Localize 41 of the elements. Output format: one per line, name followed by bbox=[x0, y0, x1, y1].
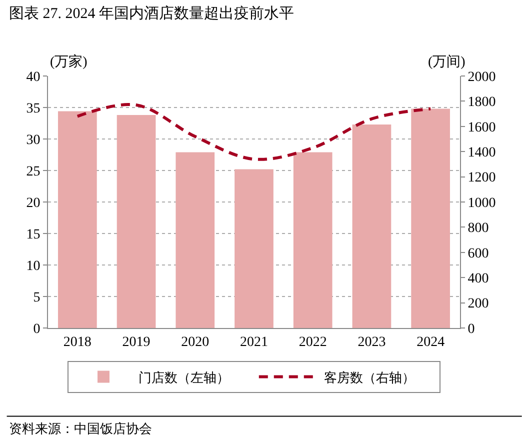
y-tick-label: 25 bbox=[26, 164, 40, 180]
y2-tick-label: 200 bbox=[468, 296, 489, 312]
y2-tick-label: 400 bbox=[468, 272, 489, 286]
bar bbox=[116, 115, 156, 328]
line-series bbox=[76, 103, 432, 161]
text: 资料来源：中国饭店协会 bbox=[9, 421, 152, 436]
y-tick-label: 0 bbox=[33, 322, 40, 337]
y2-tick-label: 0 bbox=[468, 322, 475, 337]
x-tick-label: 2019 bbox=[122, 334, 150, 350]
y-tick-label: 35 bbox=[26, 101, 40, 116]
x-tick-label: 2021 bbox=[240, 334, 268, 350]
y2-tick-label: 2000 bbox=[468, 70, 496, 85]
y-tick-label: 40 bbox=[26, 70, 40, 85]
y2-tick-label: 1200 bbox=[468, 170, 496, 186]
y2-axis-title: (万间) bbox=[428, 54, 466, 70]
y-axis-title: (万家) bbox=[50, 54, 88, 70]
y2-tick-label: 600 bbox=[468, 246, 489, 262]
bar bbox=[411, 108, 450, 328]
y2-tick-label: 800 bbox=[468, 221, 489, 236]
x-tick-label: 2022 bbox=[298, 334, 327, 350]
bar bbox=[176, 152, 215, 328]
y-tick-label: 5 bbox=[33, 290, 40, 306]
chart-title: 图表 27. 2024 年国内酒店数量超出疫前水平 bbox=[9, 5, 294, 22]
y2-tick-label: 1800 bbox=[468, 95, 496, 110]
bar bbox=[58, 111, 97, 328]
y2-tick-label: 1400 bbox=[468, 146, 496, 160]
y2-tick-label: 1600 bbox=[468, 120, 496, 136]
legend-label: 门店数（左轴） bbox=[138, 370, 230, 385]
y-tick-label: 20 bbox=[26, 196, 40, 211]
x-tick-label: 2020 bbox=[181, 334, 210, 350]
y-tick-label: 30 bbox=[26, 132, 40, 148]
x-tick-label: 2023 bbox=[358, 334, 386, 350]
y2-tick-label: 1000 bbox=[468, 196, 496, 211]
y-tick-label: 15 bbox=[26, 227, 40, 242]
bar bbox=[293, 152, 332, 328]
y-tick-label: 10 bbox=[26, 258, 40, 274]
legend-label: 客房数（右轴） bbox=[324, 370, 415, 385]
bar bbox=[234, 169, 274, 328]
bar bbox=[352, 124, 392, 328]
x-tick-label: 2018 bbox=[63, 334, 92, 350]
x-tick-label: 2024 bbox=[416, 334, 445, 350]
